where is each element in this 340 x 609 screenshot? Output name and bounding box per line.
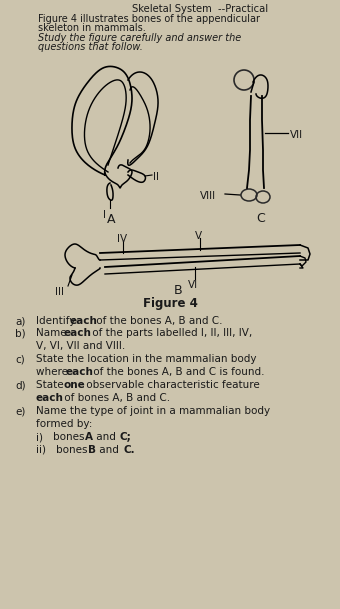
Text: questions that follow.: questions that follow. [38,42,143,52]
Text: Name the type of joint in a mammalian body: Name the type of joint in a mammalian bo… [36,406,270,417]
Text: and: and [93,432,119,443]
Text: State the location in the mammalian body: State the location in the mammalian body [36,354,256,365]
Text: VI: VI [188,280,198,290]
Text: of bones A, B and C.: of bones A, B and C. [61,393,170,403]
Text: Figure 4: Figure 4 [142,297,198,310]
Text: of the bones A, B and C is found.: of the bones A, B and C is found. [90,367,265,377]
Text: C: C [256,212,265,225]
Text: II: II [153,172,159,182]
Text: C;: C; [120,432,132,443]
Text: e): e) [15,406,26,417]
Text: each: each [65,367,93,377]
Text: A: A [85,432,93,443]
Text: i): i) [36,432,43,443]
Text: one: one [63,381,85,390]
Text: skeleton in mammals.: skeleton in mammals. [38,23,146,33]
Text: Figure 4 illustrates bones of the appendicular: Figure 4 illustrates bones of the append… [38,14,260,24]
Text: of the bones A, B and C.: of the bones A, B and C. [93,316,222,326]
Text: b): b) [15,328,26,339]
Text: a): a) [15,316,26,326]
Text: each: each [36,393,64,403]
Text: III: III [55,287,64,297]
Text: VIII: VIII [200,191,216,201]
Text: V, VI, VII and VIII.: V, VI, VII and VIII. [36,341,125,351]
Text: formed by:: formed by: [36,419,92,429]
Text: VII: VII [290,130,303,140]
Text: bones: bones [56,445,91,455]
Text: bones: bones [53,432,88,443]
Text: B: B [174,284,182,297]
Text: Identify: Identify [36,316,79,326]
Text: I: I [103,210,106,220]
Text: and: and [96,445,122,455]
Text: ii): ii) [36,445,46,455]
Text: observable characteristic feature: observable characteristic feature [83,381,260,390]
Text: Study the figure carefully and answer the: Study the figure carefully and answer th… [38,33,241,43]
Text: each: each [64,328,92,339]
Text: A: A [107,213,116,226]
Text: where: where [36,367,71,377]
Text: c): c) [15,354,25,365]
Text: V: V [195,231,202,241]
Text: IV: IV [117,234,127,244]
Text: Name: Name [36,328,70,339]
Text: each: each [69,316,97,326]
Text: Skeletal System  --Practical: Skeletal System --Practical [132,4,268,14]
Text: C.: C. [123,445,135,455]
Text: State: State [36,381,67,390]
Text: d): d) [15,381,26,390]
Text: of the parts labelled I, II, III, IV,: of the parts labelled I, II, III, IV, [89,328,252,339]
Text: B: B [88,445,96,455]
